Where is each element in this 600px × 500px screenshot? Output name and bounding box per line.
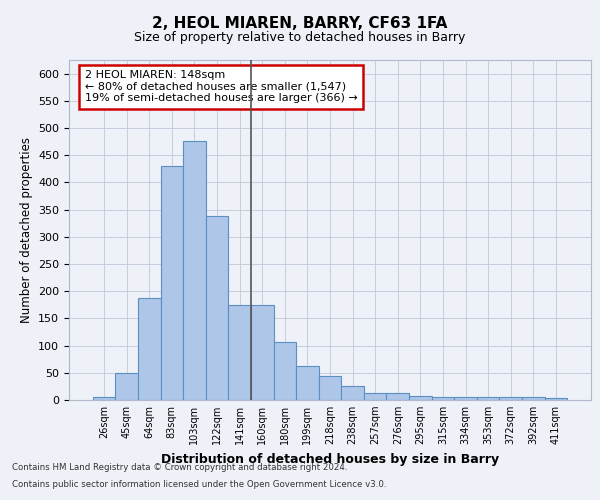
Y-axis label: Number of detached properties: Number of detached properties [20, 137, 32, 323]
Text: Contains HM Land Registry data © Crown copyright and database right 2024.: Contains HM Land Registry data © Crown c… [12, 462, 347, 471]
Bar [431, 398, 454, 400]
Bar [499, 398, 522, 400]
Text: Contains public sector information licensed under the Open Government Licence v3: Contains public sector information licen… [12, 480, 386, 489]
Text: 2, HEOL MIAREN, BARRY, CF63 1FA: 2, HEOL MIAREN, BARRY, CF63 1FA [152, 16, 448, 31]
Bar [454, 398, 477, 400]
Bar [251, 305, 274, 400]
Text: Size of property relative to detached houses in Barry: Size of property relative to detached ho… [134, 31, 466, 44]
Bar [229, 305, 251, 400]
Bar [115, 373, 138, 400]
Bar [274, 342, 296, 400]
Bar [138, 298, 161, 400]
Bar [161, 166, 183, 400]
X-axis label: Distribution of detached houses by size in Barry: Distribution of detached houses by size … [161, 452, 499, 466]
Bar [522, 398, 545, 400]
Bar [296, 366, 319, 400]
Text: 2 HEOL MIAREN: 148sqm
← 80% of detached houses are smaller (1,547)
19% of semi-d: 2 HEOL MIAREN: 148sqm ← 80% of detached … [85, 70, 358, 103]
Bar [206, 216, 229, 400]
Bar [477, 398, 499, 400]
Bar [364, 394, 386, 400]
Bar [183, 140, 206, 400]
Bar [409, 396, 431, 400]
Bar [341, 386, 364, 400]
Bar [545, 398, 567, 400]
Bar [319, 376, 341, 400]
Bar [93, 398, 115, 400]
Bar [386, 394, 409, 400]
